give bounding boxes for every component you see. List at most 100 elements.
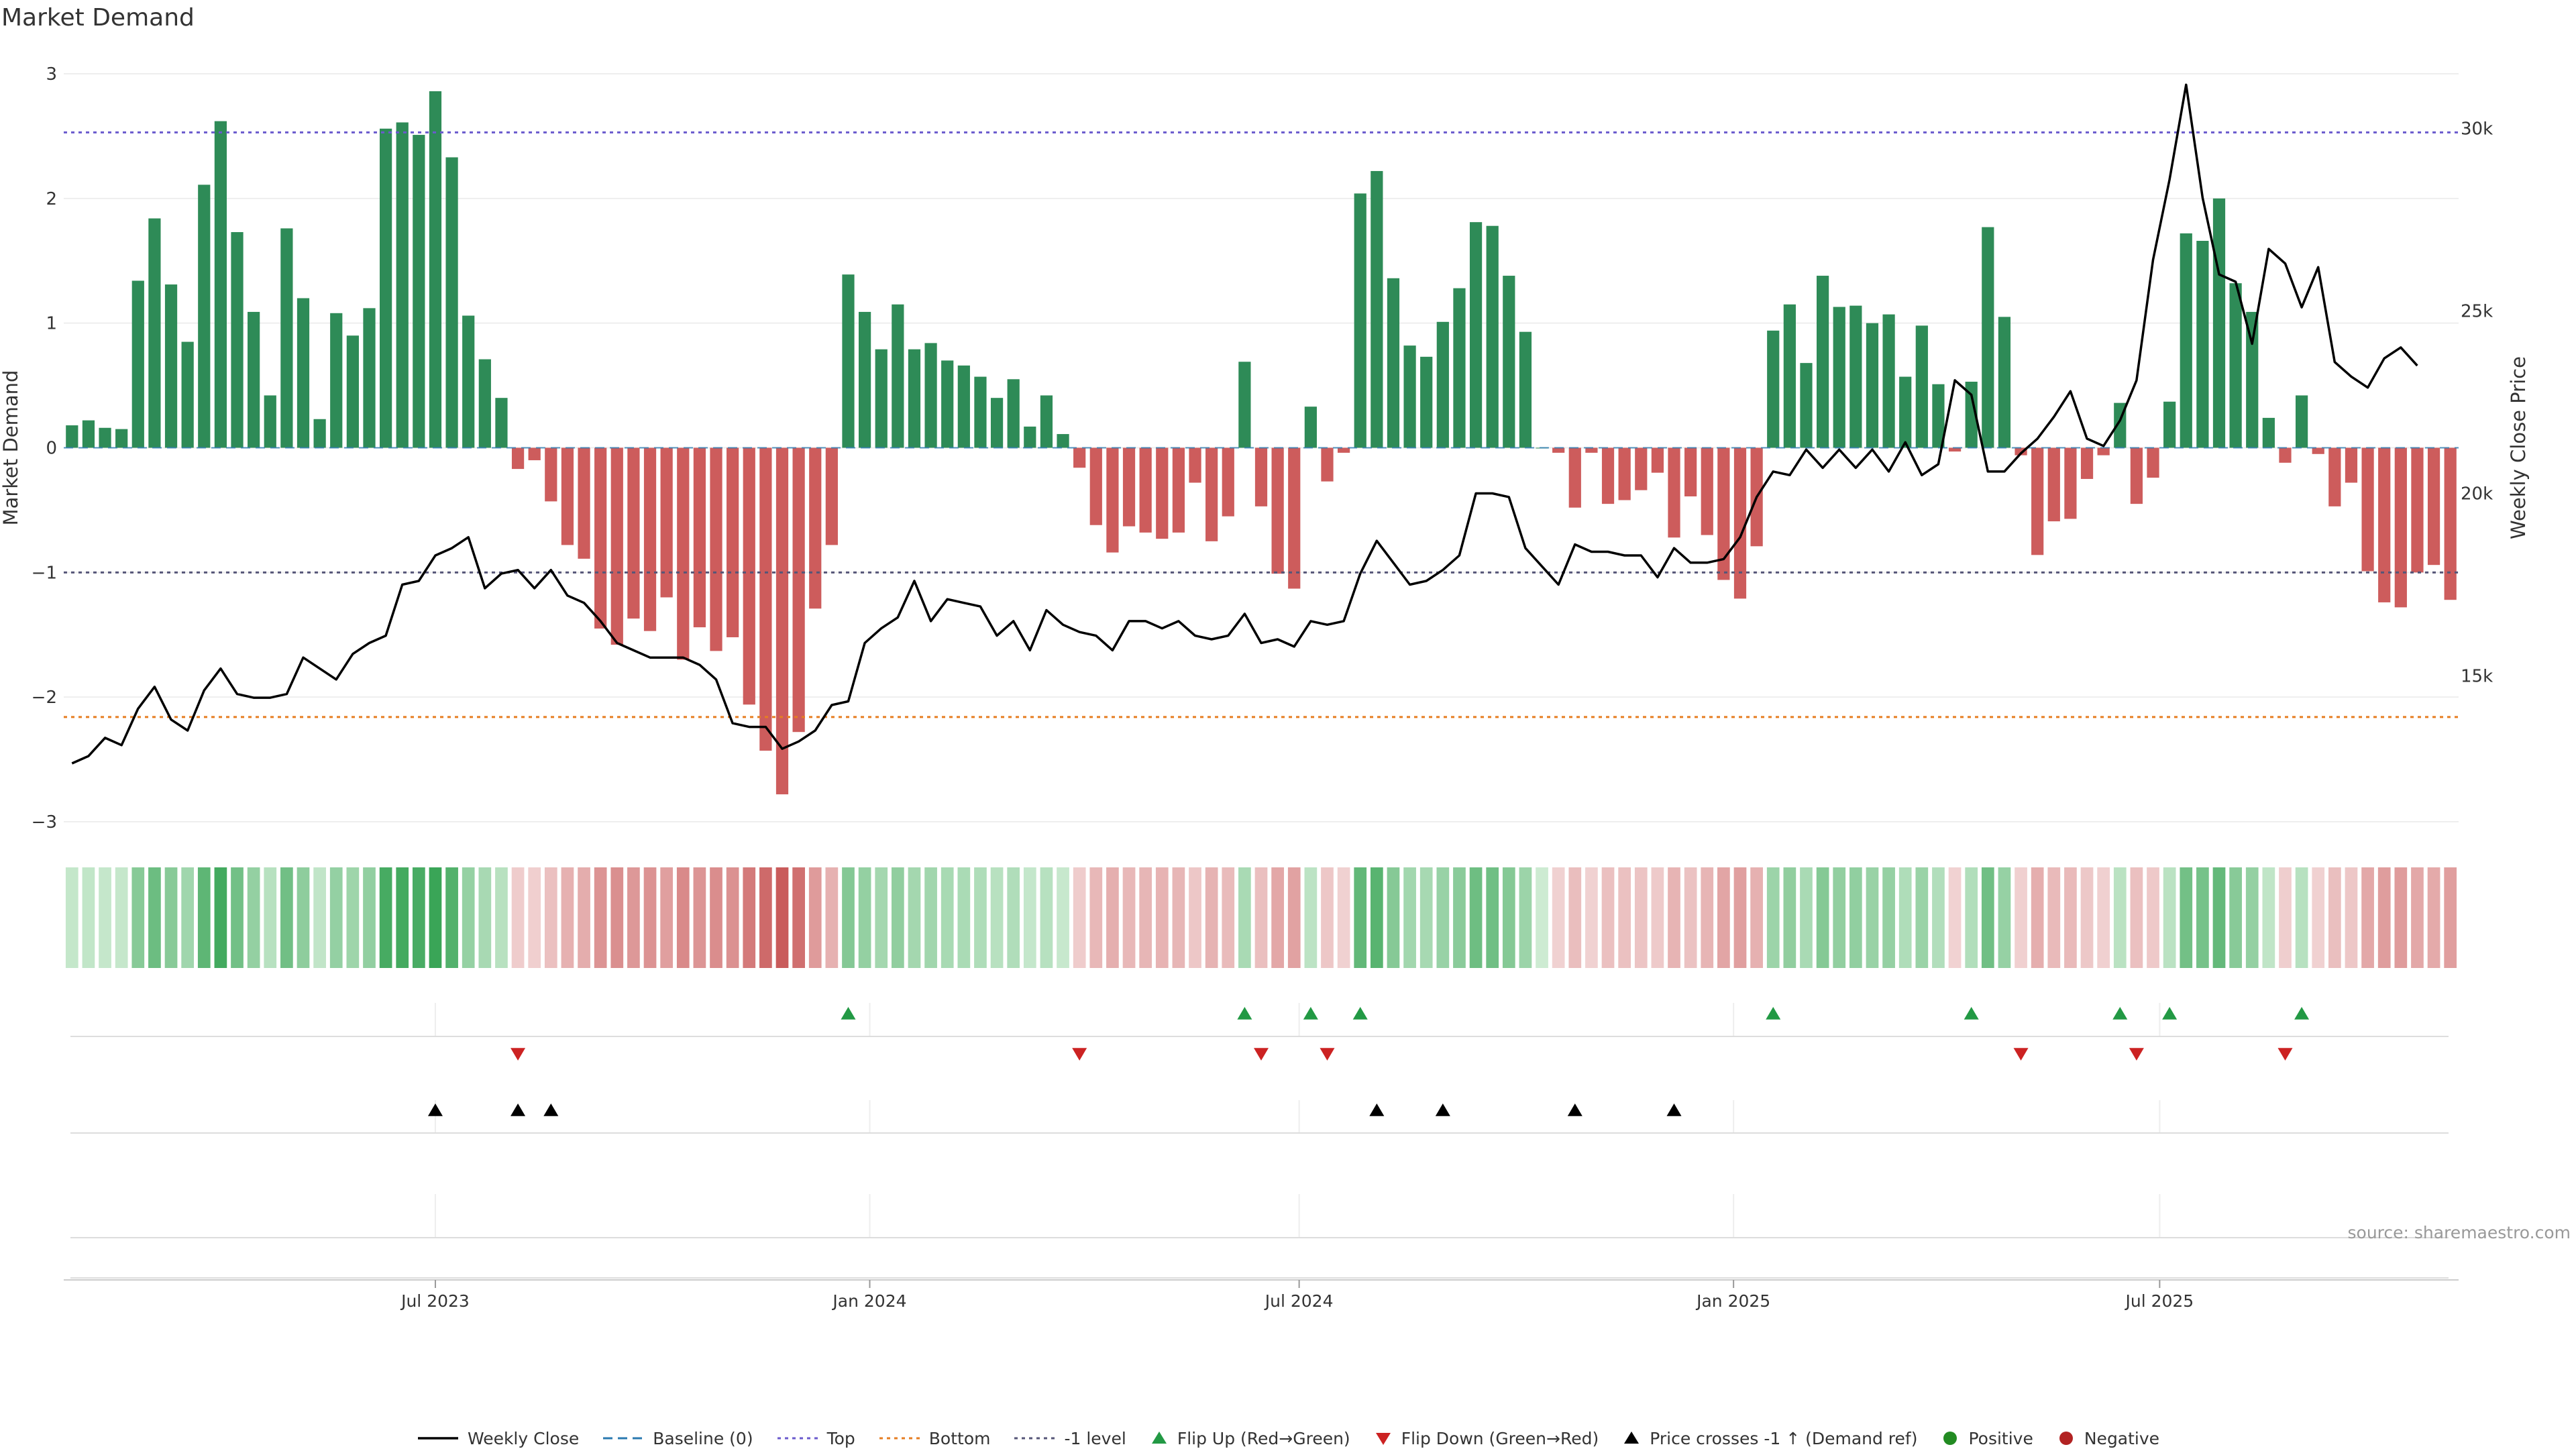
demand-bar <box>2394 447 2407 608</box>
heat-cell <box>1172 867 1185 968</box>
demand-bar <box>2180 233 2192 448</box>
demand-bar <box>1321 447 1334 482</box>
flip-down-marker <box>1254 1048 1269 1061</box>
demand-bar <box>1503 276 1515 448</box>
flip-up-marker <box>1303 1007 1318 1020</box>
demand-bar <box>1519 331 1532 448</box>
heat-cell <box>710 867 722 968</box>
heat-cell <box>346 867 360 968</box>
legend-symbol <box>879 1437 920 1440</box>
price-cross-marker <box>1567 1104 1582 1116</box>
heat-cell <box>396 867 409 968</box>
legend-label: Positive <box>1968 1428 2033 1448</box>
weekly-close-line <box>71 83 2418 765</box>
heat-cell <box>908 867 921 968</box>
demand-bar <box>1139 447 1152 533</box>
heat-cell <box>1089 867 1103 968</box>
legend-label: Top <box>826 1428 855 1448</box>
heat-cell <box>462 867 475 968</box>
heat-cell <box>1816 867 1829 968</box>
flip-up-marker <box>2162 1007 2178 1020</box>
demand-bar <box>957 365 970 448</box>
demand-bar <box>1568 447 1581 508</box>
heat-cell <box>1733 867 1747 968</box>
demand-bar <box>1651 447 1664 473</box>
demand-bar <box>511 447 525 470</box>
flip-down-marker <box>2129 1048 2144 1061</box>
demand-bar <box>892 304 904 448</box>
heat-cell <box>2279 867 2292 968</box>
demand-bar <box>66 425 78 448</box>
heat-cell <box>1304 867 1318 968</box>
heat-cell <box>875 867 888 968</box>
flip-down-marker <box>1320 1048 1335 1061</box>
demand-bar <box>1007 379 1020 448</box>
heat-cell <box>1387 867 1400 968</box>
demand-bar <box>875 349 888 448</box>
y2-tick-label: 20k <box>2461 484 2493 504</box>
axes: −3 −2 −1 0 1 2 3 Market Demand 15k 20k 25k 30k Weekl… <box>0 64 2530 832</box>
legend-item-bottom: Bottom <box>878 1429 990 1448</box>
demand-bar <box>743 447 755 705</box>
demand-bar <box>825 447 838 545</box>
flip-up-marker <box>2294 1007 2310 1020</box>
demand-bar <box>148 218 161 448</box>
heat-cell <box>1189 867 1201 968</box>
legend-label: Flip Down (Green→Red) <box>1401 1428 1599 1448</box>
y-tick-label: −3 <box>32 812 57 832</box>
heat-cell <box>1965 867 1978 968</box>
heat-cell <box>1618 867 1631 968</box>
demand-bar <box>1371 170 1383 448</box>
demand-bar <box>2130 447 2143 504</box>
heat-cell <box>65 867 78 968</box>
heat-cell <box>297 867 310 968</box>
demand-bar <box>1106 447 1119 553</box>
heat-cell <box>941 867 954 968</box>
heat-cell <box>197 867 211 968</box>
heat-cell <box>2196 867 2209 968</box>
demand-bar <box>693 447 706 628</box>
heat-cell <box>511 867 525 968</box>
demand-bar <box>1288 447 1301 589</box>
demand-bar <box>974 376 987 448</box>
y-axis-label: Market Demand <box>0 370 22 526</box>
heat-cell <box>1585 867 1598 968</box>
demand-bar <box>363 308 376 448</box>
heat-cell <box>775 867 789 968</box>
demand-bar <box>2212 198 2226 448</box>
heat-cell <box>313 867 326 968</box>
demand-bar <box>1057 434 1069 448</box>
demand-bar <box>1238 362 1251 448</box>
demand-bar <box>181 341 194 448</box>
demand-bar <box>1601 447 1615 504</box>
heat-cell <box>1866 867 1879 968</box>
heat-cell <box>1717 867 1730 968</box>
demand-bar <box>131 280 144 448</box>
heat-cell <box>1800 867 1813 968</box>
heat-cell <box>2312 867 2325 968</box>
legend-symbol <box>417 1437 458 1440</box>
demand-bar <box>1882 314 1895 448</box>
y-tick-label: 3 <box>46 64 57 85</box>
heat-cell <box>82 867 95 968</box>
heat-cell <box>660 867 674 968</box>
demand-bar <box>924 343 937 448</box>
flip-up-marker <box>1964 1007 1979 1020</box>
heat-cell <box>1139 867 1152 968</box>
flip-up-marker <box>1352 1007 1368 1020</box>
demand-bar <box>313 419 326 448</box>
chart-title: Market Demand <box>1 4 195 32</box>
demand-bar <box>660 447 673 598</box>
heat-cell <box>2064 867 2077 968</box>
heat-cell <box>693 867 706 968</box>
demand-bar <box>396 122 409 448</box>
demand-bar <box>379 128 392 448</box>
demand-bar <box>2345 447 2358 483</box>
demand-bar <box>1635 447 1648 490</box>
demand-bar <box>1816 276 1829 448</box>
heat-cell <box>2097 867 2110 968</box>
x-tick-label: Jan 2025 <box>1695 1291 1770 1311</box>
heat-cell <box>2031 867 2044 968</box>
heat-cell <box>2212 867 2226 968</box>
heat-cell <box>1783 867 1796 968</box>
